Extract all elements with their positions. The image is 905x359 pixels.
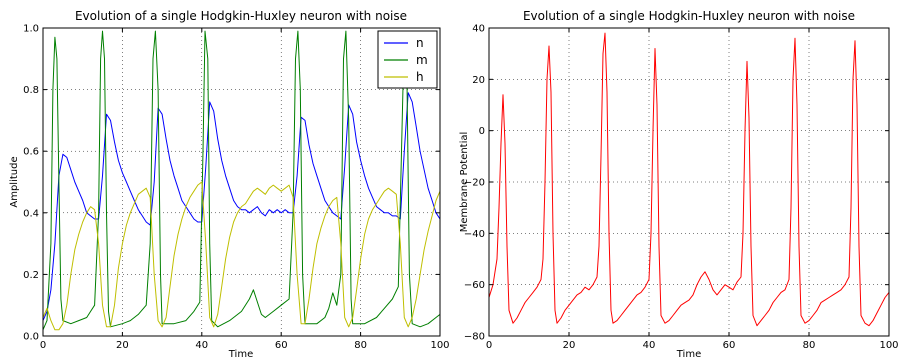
x-tick-label: 60 xyxy=(723,340,736,351)
y-tick-label: 0.8 xyxy=(23,85,39,96)
y-tick-label: 0.2 xyxy=(23,270,39,281)
y-tick-label: 0.4 xyxy=(23,208,39,219)
y-tick-label: −40 xyxy=(464,229,485,240)
x-tick-label: 40 xyxy=(195,340,208,351)
x-axis-label: Time xyxy=(676,349,701,359)
y-tick-label: 0 xyxy=(479,126,485,137)
grid xyxy=(43,28,440,336)
y-axis-label: Membrane Potential xyxy=(459,132,470,233)
y-tick-label: −60 xyxy=(464,280,485,291)
chart-title: Evolution of a single Hodgkin-Huxley neu… xyxy=(523,9,855,23)
membrane-potential-chart: Evolution of a single Hodgkin-Huxley neu… xyxy=(459,9,899,359)
legend-label-n: n xyxy=(416,36,424,50)
x-tick-label: 80 xyxy=(354,340,367,351)
plot-frame xyxy=(42,27,441,337)
grid xyxy=(489,28,889,336)
x-tick-label: 0 xyxy=(40,340,46,351)
y-tick-label: 1.0 xyxy=(23,24,39,35)
y-tick-label: −20 xyxy=(464,178,485,189)
tick-layer: 0 20 40 60 80 100 0.0 0.2 0.4 0.6 0.8 1.0 xyxy=(23,24,449,352)
x-tick-label: 0 xyxy=(486,340,492,351)
x-tick-label: 100 xyxy=(430,340,449,351)
y-axis-label: Amplitude xyxy=(9,156,20,207)
x-tick-label: 20 xyxy=(563,340,576,351)
x-tick-label: 40 xyxy=(643,340,656,351)
tick-layer: 0 20 40 60 80 100 −80 −60 −40 −20 0 20 40 xyxy=(464,24,899,352)
y-tick-label: 20 xyxy=(472,75,485,86)
legend-label-h: h xyxy=(416,70,424,84)
y-tick-label: −80 xyxy=(464,332,485,343)
series-line-m xyxy=(42,30,441,330)
series-layer xyxy=(42,30,441,331)
chart-title: Evolution of a single Hodgkin-Huxley neu… xyxy=(75,9,407,23)
y-tick-label: 0.6 xyxy=(23,147,39,158)
legend: nmh xyxy=(377,30,438,89)
legend-label-m: m xyxy=(416,53,428,67)
amplitude-chart: Evolution of a single Hodgkin-Huxley neu… xyxy=(9,9,450,359)
y-tick-label: 0.0 xyxy=(23,332,39,343)
x-tick-label: 80 xyxy=(803,340,816,351)
x-axis-label: Time xyxy=(228,349,253,359)
series-layer xyxy=(488,32,890,327)
x-tick-label: 20 xyxy=(116,340,129,351)
series-line-n xyxy=(42,92,441,321)
x-tick-label: 100 xyxy=(879,340,898,351)
y-tick-label: 40 xyxy=(472,24,485,35)
series-line-h xyxy=(42,181,441,331)
series-line xyxy=(488,32,890,327)
x-tick-label: 60 xyxy=(275,340,288,351)
